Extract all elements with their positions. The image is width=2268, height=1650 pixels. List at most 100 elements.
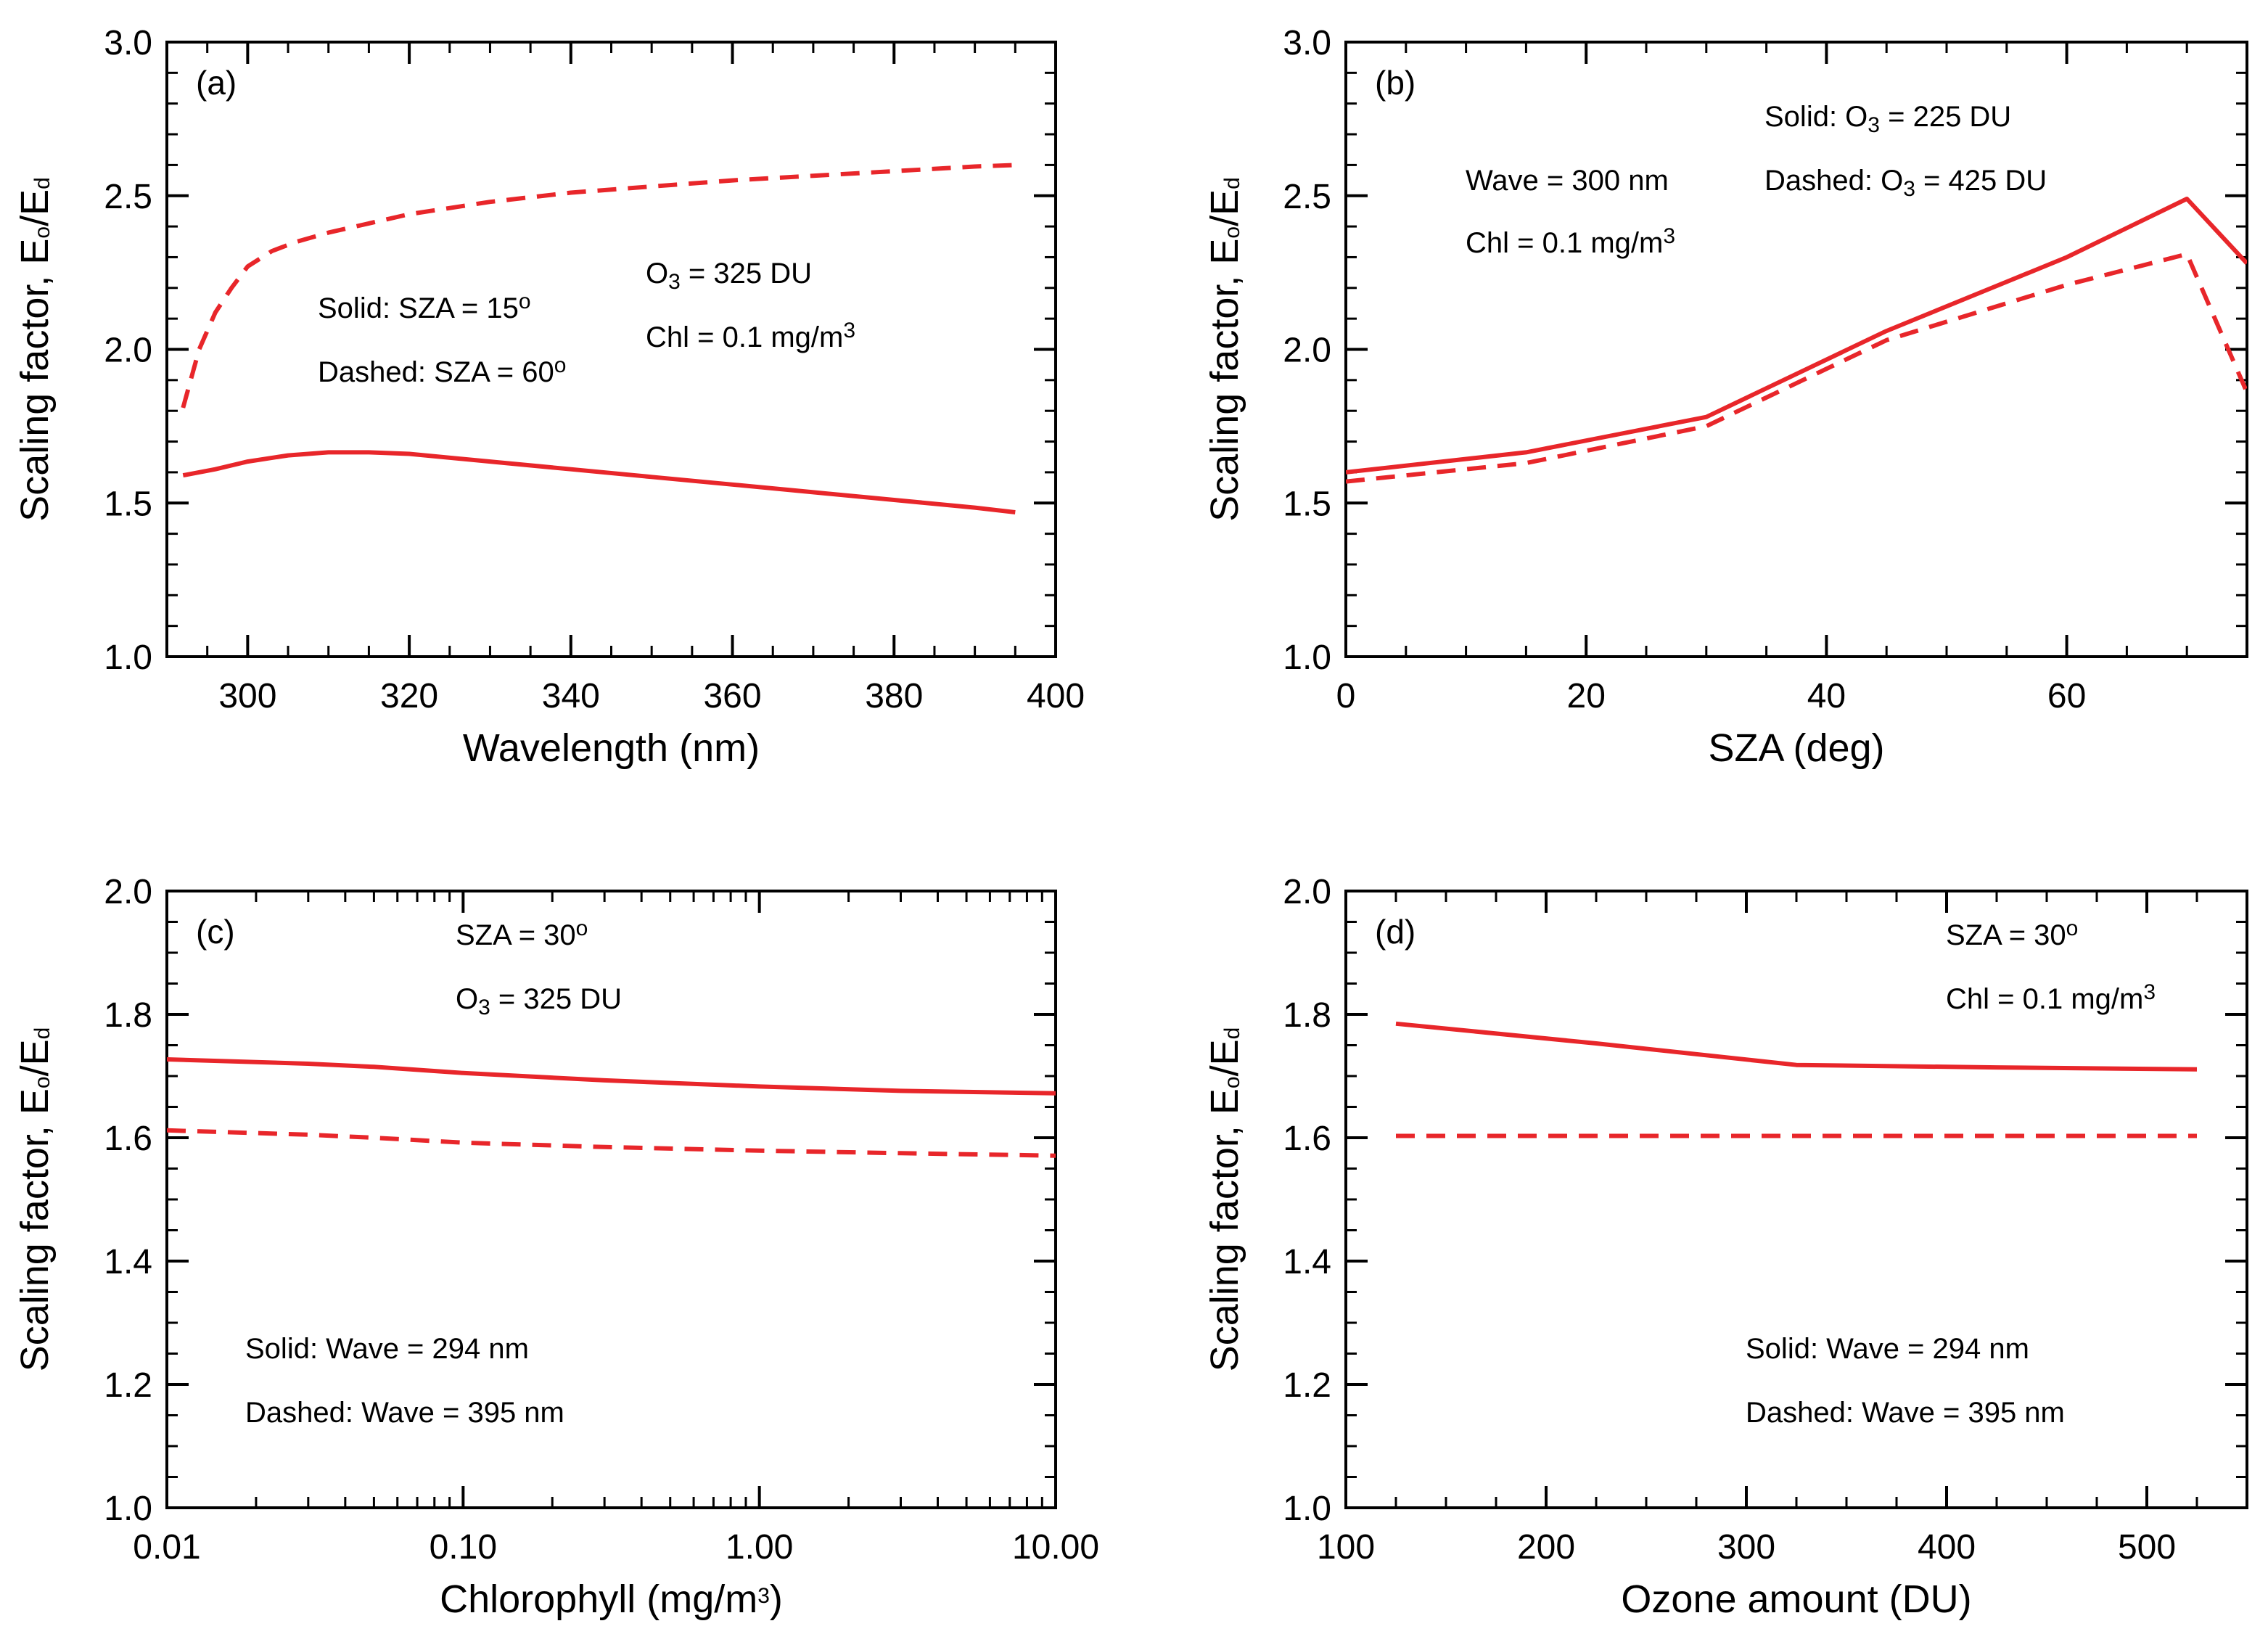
y-axis-label-middle: /E xyxy=(13,189,57,226)
y-tick-label: 1.0 xyxy=(1283,1490,1331,1528)
series-line-solid xyxy=(182,450,1016,514)
annotation-a-chl: Chl = 0.1 mg/m3 xyxy=(646,319,855,354)
x-tick-label: 60 xyxy=(2047,677,2086,715)
y-tick-label: 1.2 xyxy=(104,1366,152,1405)
annotation-text: Dashed: Wave = 395 nm xyxy=(1746,1397,2065,1429)
x-axis-label-superscript: 3 xyxy=(757,1584,770,1608)
x-axis-label: SZA (deg) xyxy=(1708,726,1884,770)
annotation-text: = 425 DU xyxy=(1915,165,2047,197)
y-tick-label: 1.2 xyxy=(1283,1366,1331,1405)
y-tick-label: 3.0 xyxy=(1283,24,1331,62)
annotation-superscript: o xyxy=(519,290,531,313)
panel-a: 300 320 340 360 380 400 1.0 1.5 2.0 2.5 3.0 Wavelen… xyxy=(13,24,1085,770)
y-axis-label-subscript: o xyxy=(30,1076,54,1088)
y-axis-label-text: Scaling factor, E xyxy=(1203,239,1246,522)
y-tick-label: 2.5 xyxy=(1283,178,1331,216)
annotation-a-ozone: O3 = 325 DU xyxy=(646,258,812,294)
annotation-c-sza: SZA = 30o xyxy=(456,916,588,952)
panel-b: 0 20 40 60 1.0 1.5 2.0 2.5 3.0 SZA (deg) Scaling f… xyxy=(1203,24,2248,770)
y-tick-label: 2.5 xyxy=(104,178,152,216)
y-tick-label: 1.6 xyxy=(1283,1120,1331,1158)
annotation-c-solid: Solid: Wave = 294 nm xyxy=(245,1333,529,1365)
y-axis-label-subscript: o xyxy=(30,226,54,239)
annotation-text: O xyxy=(456,983,478,1015)
y-axis-label: Scaling factor, Eo/Ed xyxy=(1203,177,1246,522)
y-axis-label: Scaling factor, Eo/Ed xyxy=(13,1027,57,1372)
x-axis-label-text: Wavelength (nm) xyxy=(463,726,760,770)
annotation-d-dashed: Dashed: Wave = 395 nm xyxy=(1746,1397,2065,1429)
annotation-text: Solid: Wave = 294 nm xyxy=(245,1333,529,1365)
annotation-text: Wave = 300 nm xyxy=(1466,165,1669,197)
annotation-b-wave: Wave = 300 nm xyxy=(1466,165,1669,197)
y-tick-label: 1.0 xyxy=(1283,639,1331,677)
annotation-superscript: 3 xyxy=(843,319,855,342)
series-line-solid xyxy=(1346,197,2247,475)
x-axis-label: Chlorophyll (mg/m3) xyxy=(440,1577,783,1621)
y-tick-label: 2.0 xyxy=(104,873,152,911)
x-tick-label: 10.00 xyxy=(1012,1528,1099,1567)
annotation-subscript: 3 xyxy=(1903,177,1915,201)
x-tick-label: 380 xyxy=(865,677,923,715)
x-tick-label: 200 xyxy=(1517,1528,1575,1567)
y-tick-label: 1.4 xyxy=(1283,1243,1331,1281)
annotation-c-ozone: O3 = 325 DU xyxy=(456,983,622,1019)
x-tick-label: 300 xyxy=(218,677,276,715)
y-axis-label-middle: /E xyxy=(1203,1039,1246,1076)
panel-c: 0.01 0.10 1.00 10.00 1.0 1.2 1.4 1.6 1.8 2.0 Chlor… xyxy=(13,873,1099,1621)
y-axis-label-text: Scaling factor, E xyxy=(1203,1088,1246,1371)
y-axis-label-subscript: d xyxy=(30,1027,54,1040)
y-axis-label-subscript: o xyxy=(1220,1076,1244,1088)
y-axis-label-middle: /E xyxy=(1203,189,1246,226)
x-tick-label: 1.00 xyxy=(726,1528,793,1567)
annotation-subscript: 3 xyxy=(1868,113,1880,137)
annotation-superscript: o xyxy=(2066,916,2079,940)
x-tick-label: 400 xyxy=(1918,1528,1976,1567)
annotation-a-dashed: Dashed: SZA = 60o xyxy=(318,353,566,389)
annotation-d-sza: SZA = 30o xyxy=(1946,916,2078,952)
y-tick-label: 3.0 xyxy=(104,24,152,62)
annotation-b-chl: Chl = 0.1 mg/m3 xyxy=(1466,224,1675,260)
y-tick-label: 2.0 xyxy=(1283,332,1331,370)
y-axis-label-subscript: d xyxy=(1220,177,1244,189)
panel-label: (c) xyxy=(196,913,235,951)
x-tick-label: 500 xyxy=(2118,1528,2176,1567)
x-tick-label: 0.10 xyxy=(430,1528,497,1567)
annotation-superscript: 3 xyxy=(1663,224,1675,248)
annotation-text: Dashed: Wave = 395 nm xyxy=(245,1397,564,1429)
annotation-text: O xyxy=(646,258,668,290)
annotation-b-solid: Solid: O3 = 225 DU xyxy=(1764,101,2011,137)
y-tick-label: 2.0 xyxy=(104,332,152,370)
annotation-text: = 325 DU xyxy=(490,983,622,1015)
annotation-subscript: 3 xyxy=(478,996,490,1019)
y-tick-label: 1.8 xyxy=(104,996,152,1035)
x-axis-label-end: ) xyxy=(770,1577,783,1621)
annotation-a-solid: Solid: SZA = 15o xyxy=(318,290,531,325)
annotation-text: Dashed: SZA = 60 xyxy=(318,356,554,388)
panel-label: (a) xyxy=(196,64,237,102)
y-axis-label-text: Scaling factor, E xyxy=(13,1088,57,1371)
x-tick-label: 0.01 xyxy=(133,1528,200,1567)
annotation-text: Dashed: O xyxy=(1764,165,1903,197)
annotation-d-solid: Solid: Wave = 294 nm xyxy=(1746,1333,2029,1365)
y-axis-label-middle: /E xyxy=(13,1039,57,1076)
y-tick-label: 1.8 xyxy=(1283,996,1331,1035)
x-tick-label: 300 xyxy=(1717,1528,1775,1567)
x-axis-label-text: SZA (deg) xyxy=(1708,726,1884,770)
annotation-text: = 325 DU xyxy=(681,258,812,290)
x-axis-label: Ozone amount (DU) xyxy=(1621,1577,1971,1621)
x-tick-label: 20 xyxy=(1567,677,1606,715)
annotation-text: Solid: O xyxy=(1764,101,1868,133)
x-tick-label: 100 xyxy=(1317,1528,1375,1567)
y-tick-label: 1.5 xyxy=(104,485,152,523)
x-tick-label: 360 xyxy=(703,677,761,715)
annotation-text: Solid: Wave = 294 nm xyxy=(1746,1333,2029,1365)
annotation-b-dashed: Dashed: O3 = 425 DU xyxy=(1764,165,2047,201)
y-axis-label-subscript: o xyxy=(1220,226,1244,239)
annotation-text: SZA = 30 xyxy=(1946,919,2066,951)
y-tick-label: 1.0 xyxy=(104,639,152,677)
x-tick-label: 0 xyxy=(1336,677,1356,715)
y-axis-label: Scaling factor, Eo/Ed xyxy=(13,177,57,522)
y-axis-label-subscript: d xyxy=(1220,1027,1244,1040)
